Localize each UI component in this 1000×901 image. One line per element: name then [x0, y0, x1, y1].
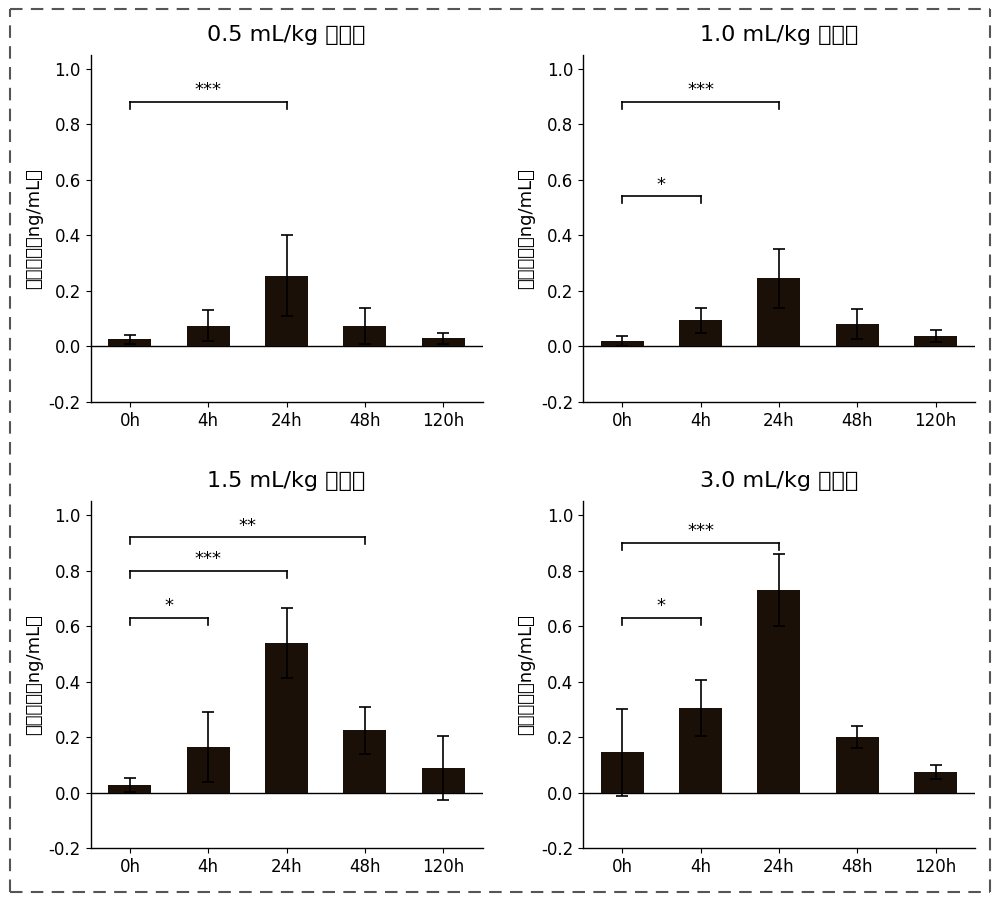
Bar [422, 338, 465, 346]
Title: 1.5 mL/kg 劈量组: 1.5 mL/kg 劈量组 [207, 471, 366, 491]
Bar [265, 276, 308, 346]
Bar [914, 772, 957, 793]
Y-axis label: 降钒素原（ng/mL）: 降钒素原（ng/mL） [25, 614, 43, 735]
Text: *: * [657, 176, 666, 194]
Title: 1.0 mL/kg 劈量组: 1.0 mL/kg 劈量组 [700, 25, 858, 45]
Bar [187, 747, 230, 793]
Bar [601, 752, 644, 793]
Bar [836, 324, 879, 346]
Bar [679, 708, 722, 793]
Bar [108, 785, 151, 793]
Text: ***: *** [195, 81, 222, 99]
Title: 3.0 mL/kg 劈量组: 3.0 mL/kg 劈量组 [700, 471, 858, 491]
Bar [265, 642, 308, 793]
Text: ***: *** [687, 81, 714, 99]
Text: *: * [657, 597, 666, 615]
Y-axis label: 降钒素原（ng/mL）: 降钒素原（ng/mL） [517, 168, 535, 289]
Bar [108, 340, 151, 346]
Title: 0.5 mL/kg 劈量组: 0.5 mL/kg 劈量组 [207, 25, 366, 45]
Bar [422, 768, 465, 793]
Text: ***: *** [687, 522, 714, 540]
Bar [187, 325, 230, 346]
Y-axis label: 降钒素原（ng/mL）: 降钒素原（ng/mL） [517, 614, 535, 735]
Bar [343, 731, 386, 793]
Bar [914, 336, 957, 346]
Bar [679, 320, 722, 346]
Text: *: * [165, 597, 174, 615]
Text: ***: *** [195, 550, 222, 568]
Bar [757, 278, 800, 346]
Y-axis label: 降钒素原（ng/mL）: 降钒素原（ng/mL） [25, 168, 43, 289]
Bar [601, 341, 644, 346]
Text: **: ** [238, 516, 256, 534]
Bar [757, 590, 800, 793]
Bar [836, 737, 879, 793]
Bar [343, 325, 386, 346]
